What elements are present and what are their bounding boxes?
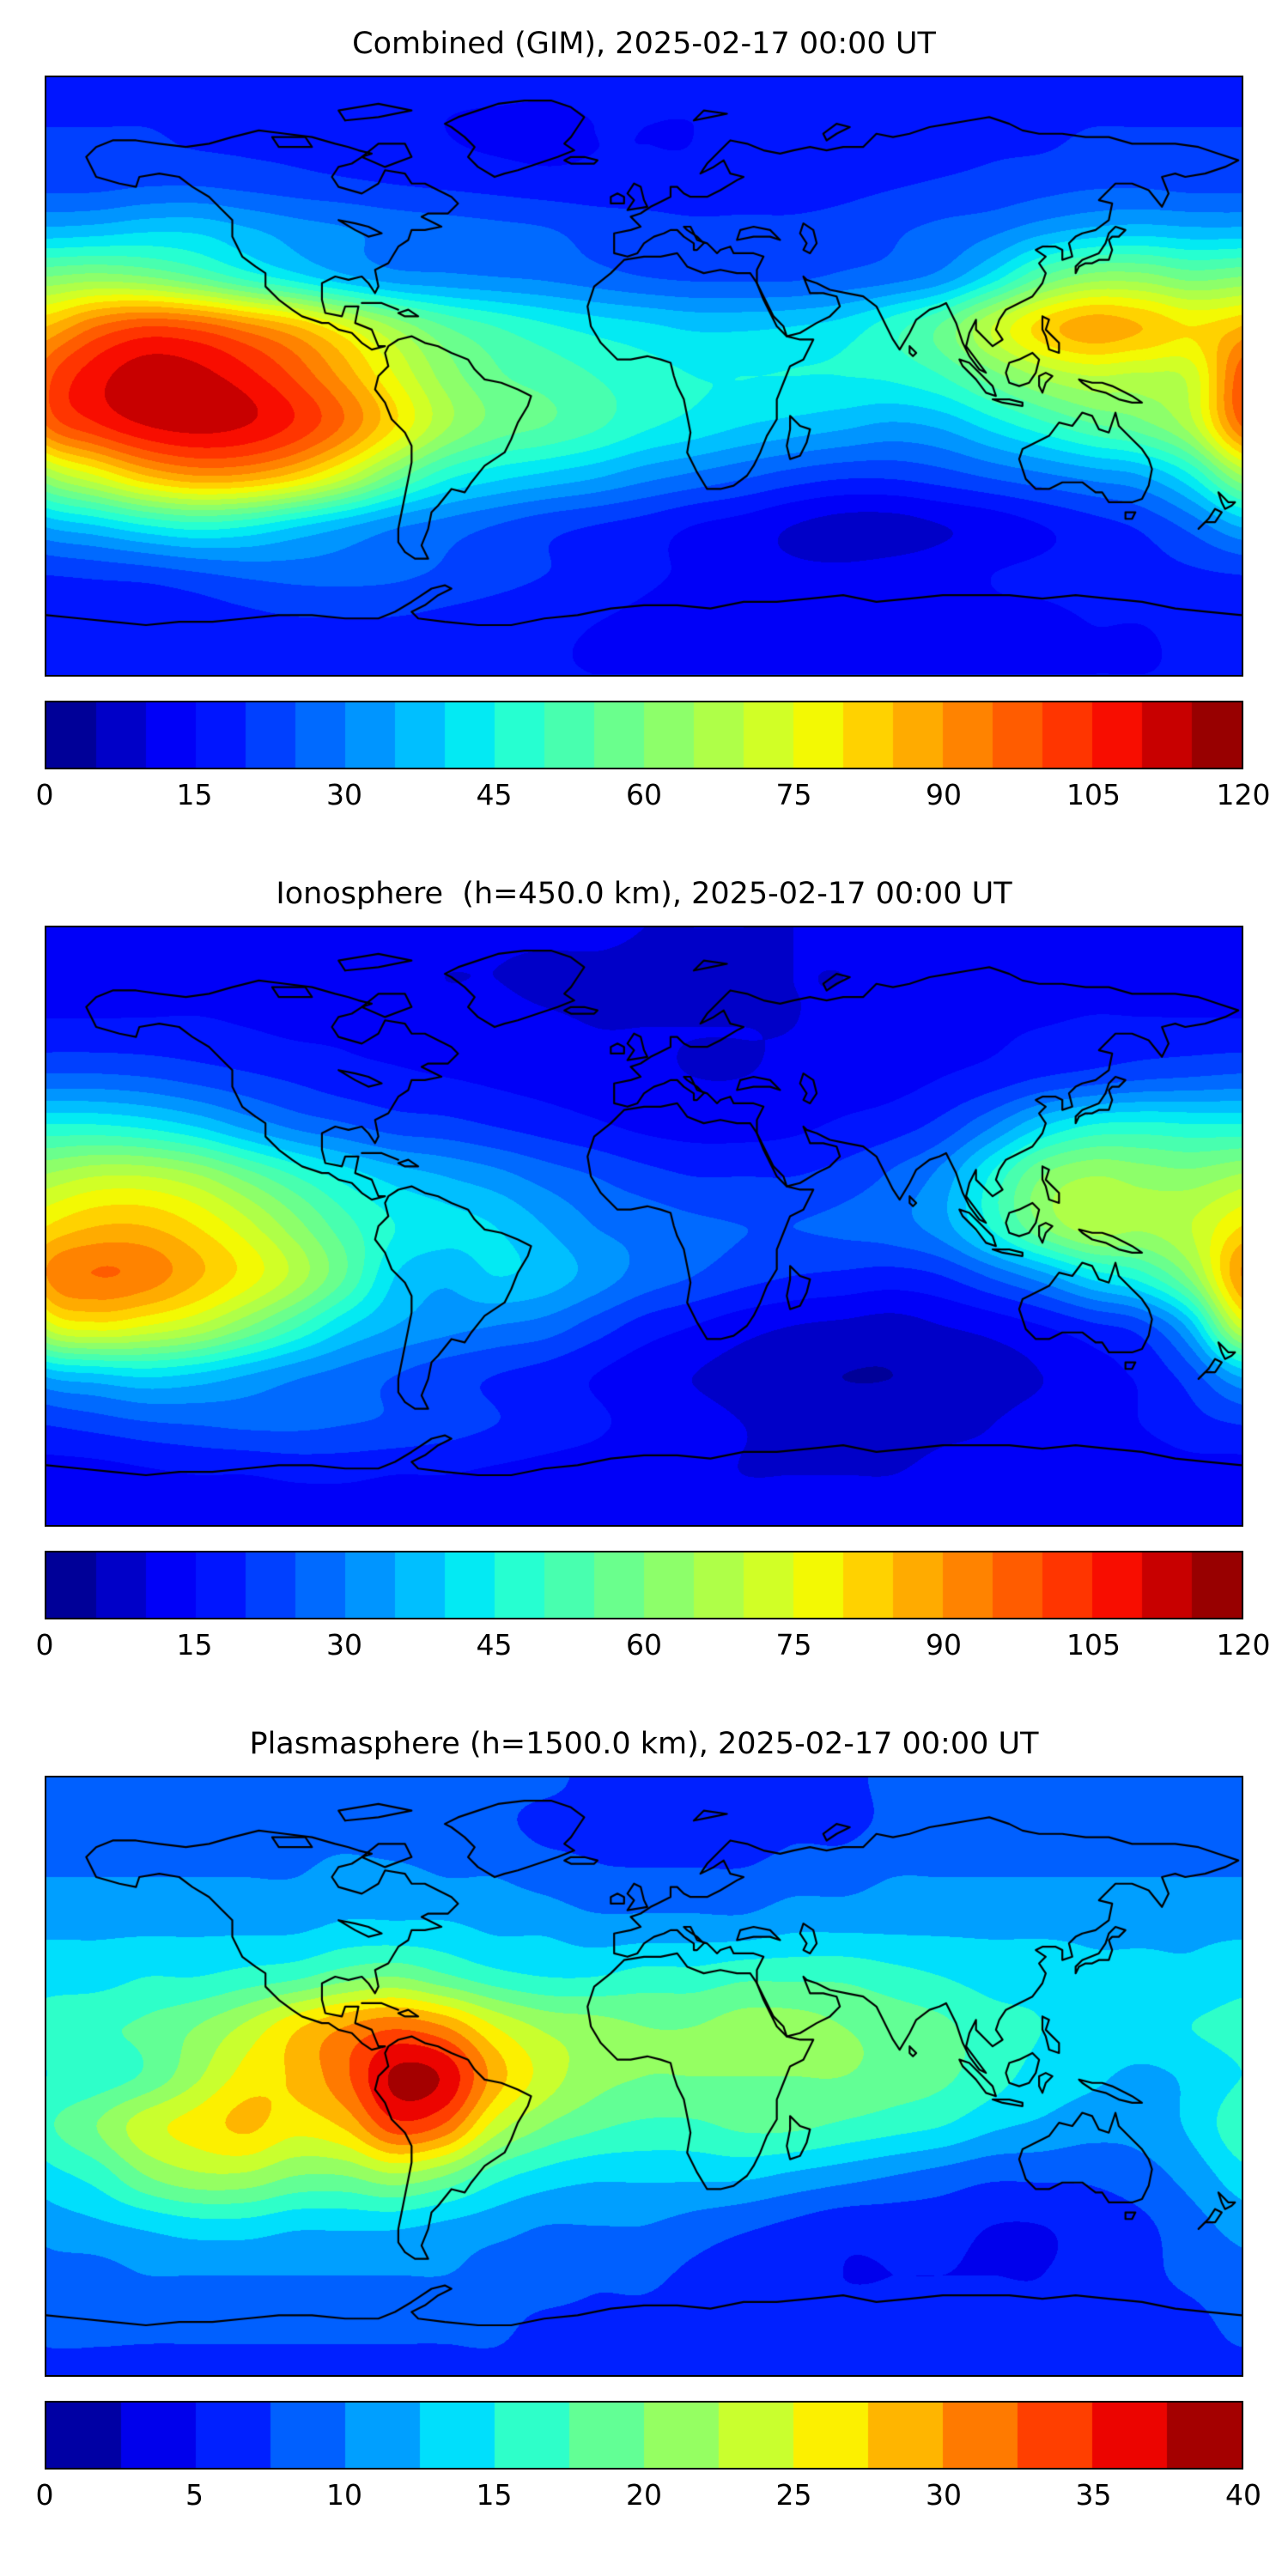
panel-combined: Combined (GIM), 2025-02-17 00:00 UT 0 15 3… xyxy=(0,26,1288,819)
map-frame xyxy=(45,926,1243,1527)
colorbar-tick-label: 15 xyxy=(176,1628,213,1662)
figure: Combined (GIM), 2025-02-17 00:00 UT 0 15 3… xyxy=(0,26,1288,2519)
colorbar-tick-label: 30 xyxy=(326,1628,362,1662)
colorbar-tick-label: 15 xyxy=(476,2478,513,2512)
colorbar-tick-label: 90 xyxy=(926,778,962,811)
colorbar-tick-label: 15 xyxy=(176,778,213,811)
colorbar-tick-label: 75 xyxy=(775,778,812,811)
colorbar-tick-label: 25 xyxy=(775,2478,812,2512)
colorbar-tick-label: 90 xyxy=(926,1628,962,1662)
colorbar-tick-label: 30 xyxy=(926,2478,962,2512)
colorbar-tick-label: 10 xyxy=(326,2478,362,2512)
panel-title: Combined (GIM), 2025-02-17 00:00 UT xyxy=(352,27,936,61)
colorbar-tick-label: 20 xyxy=(626,2478,662,2512)
colorbar-tick-label: 120 xyxy=(1216,778,1271,811)
colorbar-canvas xyxy=(46,702,1242,768)
colorbar-tick-label: 105 xyxy=(1066,778,1121,811)
colorbar-tick-label: 5 xyxy=(185,2478,204,2512)
colorbar-tick-label: 75 xyxy=(775,1628,812,1662)
colorbar-tick-label: 60 xyxy=(626,1628,662,1662)
colorbar-frame xyxy=(45,1551,1243,1619)
world-map-canvas xyxy=(46,927,1242,1525)
colorbar-tick-label: 0 xyxy=(35,2478,54,2512)
colorbar-tick-label: 40 xyxy=(1225,2478,1261,2512)
panel-ionosphere: Ionosphere (h=450.0 km), 2025-02-17 00:0… xyxy=(0,876,1288,1669)
colorbar-tick-label: 30 xyxy=(326,778,362,811)
colorbar-tick-label: 0 xyxy=(35,778,54,811)
colorbar-frame xyxy=(45,2401,1243,2470)
panel-title: Ionosphere (h=450.0 km), 2025-02-17 00:0… xyxy=(276,877,1012,911)
colorbar-canvas xyxy=(46,2403,1242,2468)
colorbar-tick-label: 105 xyxy=(1066,1628,1121,1662)
world-map-canvas xyxy=(46,1777,1242,2375)
map-frame xyxy=(45,1776,1243,2377)
panel-plasmasphere: Plasmasphere (h=1500.0 km), 2025-02-17 0… xyxy=(0,1726,1288,2519)
colorbar-tick-labels: 0 15 30 45 60 75 90 105 120 xyxy=(36,776,1271,819)
colorbar-tick-label: 35 xyxy=(1075,2478,1112,2512)
colorbar-tick-label: 120 xyxy=(1216,1628,1271,1662)
map-frame xyxy=(45,76,1243,677)
world-map-canvas xyxy=(46,77,1242,675)
colorbar-tick-labels: 0 5 10 15 20 25 30 35 40 xyxy=(36,2476,1262,2519)
colorbar-tick-label: 60 xyxy=(626,778,662,811)
colorbar-canvas xyxy=(46,1552,1242,1618)
colorbar-tick-label: 0 xyxy=(35,1628,54,1662)
colorbar-frame xyxy=(45,701,1243,769)
colorbar-tick-label: 45 xyxy=(476,1628,513,1662)
colorbar-tick-label: 45 xyxy=(476,778,513,811)
colorbar-tick-labels: 0 15 30 45 60 75 90 105 120 xyxy=(36,1626,1271,1669)
panel-title: Plasmasphere (h=1500.0 km), 2025-02-17 0… xyxy=(249,1727,1039,1761)
